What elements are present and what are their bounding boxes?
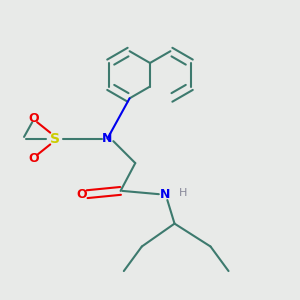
Text: H: H (178, 188, 187, 197)
Text: O: O (28, 152, 39, 165)
Text: S: S (50, 131, 60, 146)
Text: O: O (76, 188, 87, 201)
Text: O: O (28, 112, 39, 125)
Text: N: N (102, 132, 113, 145)
Text: N: N (160, 188, 170, 201)
